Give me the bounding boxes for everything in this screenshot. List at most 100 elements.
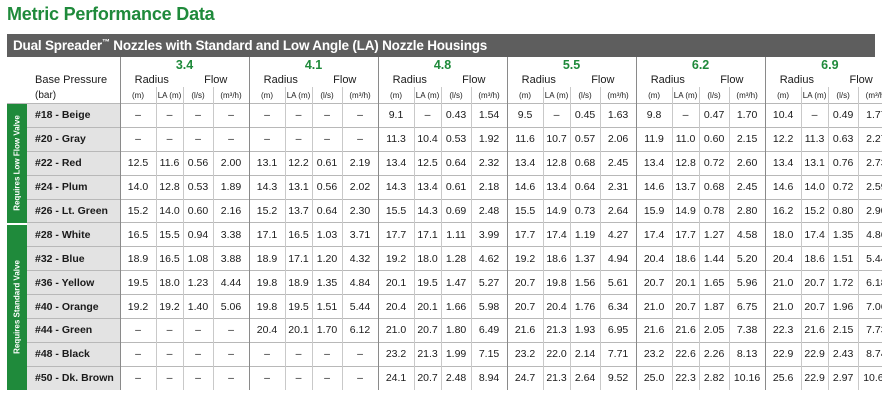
value-cell: 8.74 <box>857 341 882 367</box>
value-cell: 0.61 <box>311 150 343 176</box>
value-cell: 21.0 <box>764 294 802 319</box>
value-cell: 15.9 <box>635 198 673 223</box>
performance-table: 3.4 4.1 4.8 5.5 6.2 6.9 Base Pressure Radius Flo… <box>7 57 882 390</box>
value-cell: 5.20 <box>728 246 766 271</box>
value-cell: – <box>119 318 156 343</box>
pressure-header: 4.1 <box>248 57 379 72</box>
flow-label: Flow <box>462 73 486 86</box>
flow-label: Flow <box>333 73 357 86</box>
value-cell: – <box>155 126 183 152</box>
value-cell: 15.5 <box>155 222 183 247</box>
value-cell: 0.80 <box>827 198 859 223</box>
value-cell: 1.44 <box>698 246 730 271</box>
value-cell: 10.4 <box>764 103 802 128</box>
value-cell: – <box>119 365 156 390</box>
value-cell: 2.18 <box>470 174 508 200</box>
table-row: #44 - Green – – – –20.4 20.1 1.70 6.12 21.0 20.7 1… <box>7 318 882 343</box>
value-cell: 2.00 <box>212 150 250 176</box>
value-cell: 13.7 <box>284 198 313 223</box>
value-cell: 5.27 <box>470 270 508 295</box>
value-cell: 2.45 <box>599 150 637 176</box>
value-cell: 17.4 <box>800 222 829 247</box>
value-cell: – <box>248 126 286 152</box>
value-cell: 6.49 <box>470 318 508 343</box>
value-cell: 12.2 <box>284 150 313 176</box>
unit-label: LA (m) <box>800 87 829 104</box>
value-cell: – <box>182 126 213 152</box>
value-cell: 13.1 <box>284 174 313 200</box>
value-cell: 23.2 <box>635 341 673 367</box>
value-cell: 2.73 <box>857 150 882 176</box>
value-cell: 13.4 <box>635 150 673 176</box>
value-cell: 0.63 <box>827 126 859 152</box>
value-cell: 15.2 <box>248 198 286 223</box>
value-cell: 0.53 <box>182 174 213 200</box>
value-cell: 13.4 <box>506 150 544 176</box>
value-cell: 10.68 <box>857 365 882 390</box>
value-cell: – <box>542 103 571 128</box>
radius-label: Radius <box>506 72 571 87</box>
value-cell: 2.97 <box>827 365 859 390</box>
value-cell: 17.7 <box>377 222 415 247</box>
value-cell: 20.1 <box>671 270 700 295</box>
nozzle-name: #36 - Yellow <box>27 270 120 295</box>
value-cell: 12.8 <box>155 174 183 200</box>
value-cell: 16.5 <box>284 222 313 247</box>
value-cell: – <box>341 365 379 390</box>
value-cell: 25.0 <box>635 365 673 390</box>
header-spacer <box>7 57 27 72</box>
value-cell: – <box>155 318 183 343</box>
value-cell: 21.6 <box>800 318 829 343</box>
value-cell: 15.5 <box>506 198 544 223</box>
value-cell: – <box>800 103 829 128</box>
value-cell: 20.7 <box>506 270 544 295</box>
pressure-header: 4.8 <box>377 57 508 72</box>
unit-label: (m) <box>119 87 156 104</box>
value-cell: 0.56 <box>182 150 213 176</box>
value-cell: 1.35 <box>311 270 343 295</box>
value-cell: 1.76 <box>569 294 601 319</box>
value-cell: – <box>671 103 700 128</box>
value-cell: 10.7 <box>542 126 571 152</box>
value-cell: 7.73 <box>857 318 882 343</box>
pressure-header: 6.2 <box>635 57 766 72</box>
value-cell: 19.2 <box>119 294 156 319</box>
value-cell: 14.6 <box>506 174 544 200</box>
value-cell: 2.59 <box>857 174 882 200</box>
value-cell: 15.5 <box>377 198 415 223</box>
value-cell: 18.0 <box>155 270 183 295</box>
value-cell: 4.27 <box>599 222 637 247</box>
value-cell: 11.6 <box>155 150 183 176</box>
value-cell: – <box>341 341 379 367</box>
value-cell: 18.0 <box>413 246 442 271</box>
value-cell: 14.3 <box>377 174 415 200</box>
value-cell: 6.75 <box>728 294 766 319</box>
value-cell: 1.87 <box>698 294 730 319</box>
value-cell: 1.11 <box>440 222 472 247</box>
table-row: #40 - Orange 19.2 19.2 1.40 5.06 19.8 19.5 1.51… <box>7 294 882 319</box>
unit-label: (l/s) <box>569 87 601 104</box>
unit-label: LA (m) <box>155 87 183 104</box>
header-spacer <box>7 72 27 87</box>
label-header-row: Base Pressure Radius Flow Radius Flow Radius F… <box>7 72 882 87</box>
value-cell: 5.44 <box>341 294 379 319</box>
value-cell: 6.12 <box>341 318 379 343</box>
nozzle-name: #20 - Gray <box>27 126 120 152</box>
value-cell: 9.5 <box>506 103 544 128</box>
unit-label: (m) <box>764 87 802 104</box>
unit-label: LA (m) <box>413 87 442 104</box>
value-cell: 16.5 <box>119 222 156 247</box>
radius-label: Radius <box>635 72 700 87</box>
value-cell: 1.47 <box>440 270 472 295</box>
value-cell: 1.35 <box>827 222 859 247</box>
value-cell: 2.80 <box>728 198 766 223</box>
value-cell: – <box>341 126 379 152</box>
value-cell: 0.53 <box>440 126 472 152</box>
value-cell: 9.1 <box>377 103 415 128</box>
value-cell: 2.27 <box>857 126 882 152</box>
value-cell: 18.0 <box>764 222 802 247</box>
nozzle-name: #18 - Beige <box>27 103 120 128</box>
value-cell: 1.23 <box>182 270 213 295</box>
value-cell: 0.78 <box>698 198 730 223</box>
value-cell: 21.6 <box>506 318 544 343</box>
